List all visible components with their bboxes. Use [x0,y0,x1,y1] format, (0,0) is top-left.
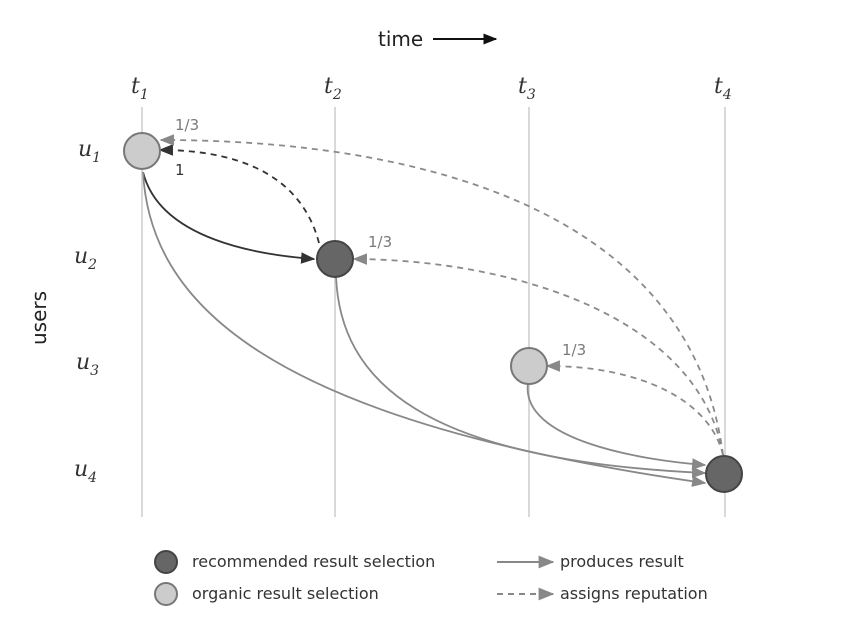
legend-produces-label: produces result [560,552,684,571]
weight-label-n4-n1: 1/3 [175,116,199,134]
edge-reputation-n4-n3 [545,360,724,456]
legend-organic-swatch [154,582,178,606]
weight-label-n4-n3: 1/3 [562,341,586,359]
node-u1-t1 [123,132,161,170]
user-label-u2: u2 [74,244,97,273]
edge-reputation-n4-n1 [159,134,724,456]
time-axis-label: time [378,27,423,51]
weight-label-n2-n1: 1 [175,161,185,179]
time-label-t2: t2 [324,74,342,103]
edge-produces-n3-n4 [527,382,707,470]
node-u4-t4 [705,455,743,493]
time-label-t1: t1 [131,74,149,103]
node-u3-t3 [510,347,548,385]
node-u2-t2 [316,240,354,278]
legend-recommended-label: recommended result selection [192,552,435,571]
legend-recommended-swatch [154,550,178,574]
time-label-t4: t4 [714,74,732,103]
legend-organic-label: organic result selection [192,584,379,603]
edge-produces-n2-n4 [335,275,707,479]
edge-produces-n1-n2 [142,171,316,264]
user-label-u4: u4 [74,457,97,486]
edge-reputation-n2-n1 [158,144,320,244]
legend-assigns-label: assigns reputation [560,584,708,603]
user-label-u3: u3 [76,350,99,379]
edge-produces-n1-n4 [142,171,707,487]
user-label-u1: u1 [78,137,101,166]
legend: recommended result selection organic res… [154,550,708,606]
users-axis-label: users [27,291,51,345]
weight-label-n4-n2: 1/3 [368,233,392,251]
time-label-t3: t3 [518,74,536,103]
